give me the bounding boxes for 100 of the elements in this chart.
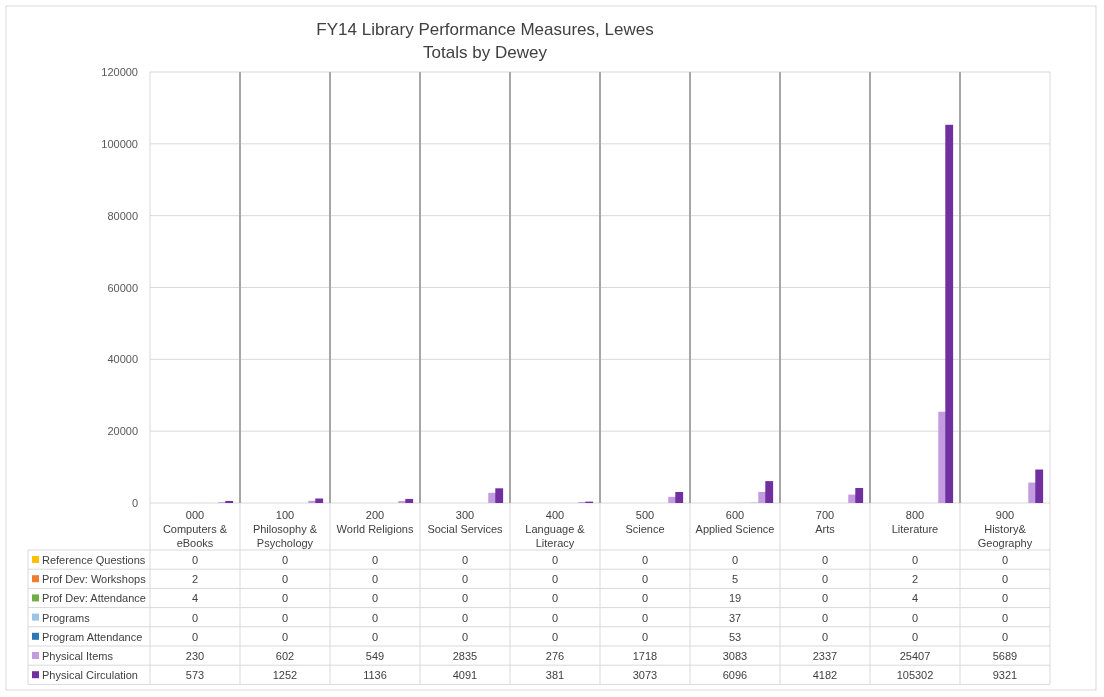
legend-label: Program Attendance — [42, 630, 143, 643]
data-label: 0 — [281, 630, 289, 643]
data-label: 0 — [641, 630, 649, 643]
data-label: 0 — [461, 554, 469, 566]
bar — [765, 481, 774, 503]
data-label: 0 — [821, 554, 829, 566]
data-label: 0 — [821, 592, 829, 605]
legend-label: Physical Items — [42, 650, 114, 662]
data-label: 25407 — [899, 650, 931, 662]
data-label: 0 — [461, 592, 469, 605]
x-tick-label: 100 Philosophy & Psychology — [252, 509, 318, 549]
data-label: 0 — [191, 554, 199, 566]
data-label: 0 — [1001, 611, 1009, 624]
data-label: 0 — [911, 554, 919, 566]
data-label: 1252 — [272, 669, 298, 682]
y-tick-label: 0 — [131, 497, 138, 509]
data-label: 1718 — [632, 650, 658, 662]
data-label: 0 — [821, 611, 829, 624]
data-label: 4 — [191, 592, 199, 605]
chart-title: FY14 Library Performance Measures, Lewes — [316, 20, 654, 39]
data-label: 0 — [641, 573, 649, 586]
data-label: 0 — [821, 630, 829, 643]
data-label: 0 — [461, 630, 469, 643]
x-tick-label: 300 Social Services — [427, 509, 504, 535]
data-label: 0 — [641, 554, 649, 566]
data-label: 549 — [365, 650, 385, 662]
data-label: 0 — [641, 611, 649, 624]
data-label: 230 — [185, 650, 205, 662]
data-label: 0 — [191, 630, 199, 643]
y-tick-label: 60000 — [107, 281, 138, 294]
x-tick-label: 200 World Religions — [336, 509, 414, 535]
data-label: 0 — [1001, 554, 1009, 566]
data-label: 0 — [551, 630, 559, 643]
data-label: 0 — [281, 554, 289, 566]
data-label: 0 — [911, 611, 919, 624]
data-label: 2835 — [452, 650, 478, 662]
data-label: 602 — [275, 650, 295, 662]
bar — [855, 487, 864, 503]
bar — [1035, 469, 1044, 503]
data-label: 0 — [371, 611, 379, 624]
y-tick-label: 100000 — [101, 137, 138, 150]
data-label: 0 — [371, 630, 379, 643]
data-label: 0 — [281, 592, 289, 605]
data-label: 0 — [1001, 573, 1009, 586]
data-label: 3083 — [722, 650, 748, 662]
x-tick-label: 900 History& Geography — [977, 509, 1033, 549]
data-label: 4 — [911, 592, 919, 605]
data-label: 381 — [545, 669, 565, 682]
data-label: 3073 — [632, 669, 658, 682]
data-label: 0 — [551, 554, 559, 566]
data-label: 0 — [551, 592, 559, 605]
bar — [495, 488, 504, 503]
bar — [225, 500, 234, 503]
legend-label: Prof Dev: Workshops — [42, 573, 147, 586]
data-label: 37 — [728, 611, 742, 624]
bar — [675, 491, 684, 503]
data-label: 0 — [731, 554, 739, 566]
x-tick-label: 700 Arts — [815, 509, 836, 535]
data-label: 0 — [551, 611, 559, 624]
data-label: 2337 — [812, 650, 838, 662]
legend-label: Programs — [42, 611, 91, 624]
data-label: 6096 — [722, 669, 748, 682]
x-tick-label: 400 Language & Literacy — [525, 509, 586, 549]
data-label: 0 — [461, 611, 469, 624]
y-tick-label: 40000 — [107, 353, 138, 366]
chart-subtitle: Totals by Dewey — [423, 43, 548, 62]
x-tick-label: 800 Literature — [891, 509, 939, 535]
data-label: 0 — [371, 592, 379, 605]
y-tick-label: 20000 — [107, 425, 138, 438]
x-tick-label: 600 Applied Science — [695, 509, 775, 535]
data-label: 9321 — [992, 669, 1018, 682]
data-label: 0 — [1001, 592, 1009, 605]
data-label: 4182 — [812, 669, 838, 682]
legend-label: Reference Questions — [42, 554, 146, 566]
data-label: 0 — [461, 573, 469, 586]
data-label: 0 — [821, 573, 829, 586]
y-tick-label: 80000 — [107, 209, 138, 222]
bar — [405, 498, 414, 503]
data-label: 105302 — [896, 669, 934, 682]
data-label: 0 — [371, 554, 379, 566]
data-label: 2 — [911, 573, 919, 586]
data-label: 276 — [545, 650, 565, 662]
data-label: 0 — [281, 611, 289, 624]
data-label: 5 — [731, 573, 739, 586]
data-label: 573 — [185, 669, 205, 682]
x-tick-label: 000 Computers & eBooks — [162, 509, 228, 549]
bar — [945, 124, 954, 503]
data-label: 1136 — [363, 669, 387, 682]
data-label: 0 — [371, 573, 379, 586]
bar — [315, 498, 324, 503]
x-tick-label: 500 Science — [625, 509, 665, 535]
legend-label: Prof Dev: Attendance — [42, 592, 146, 605]
data-label: 0 — [551, 573, 559, 586]
data-label: 0 — [1001, 630, 1009, 643]
data-label: 0 — [281, 573, 289, 586]
legend-label: Physical Circulation — [42, 669, 138, 682]
data-label: 19 — [728, 592, 742, 605]
data-label: 53 — [728, 630, 742, 643]
data-label: 2 — [191, 573, 199, 586]
data-label: 0 — [191, 611, 199, 624]
